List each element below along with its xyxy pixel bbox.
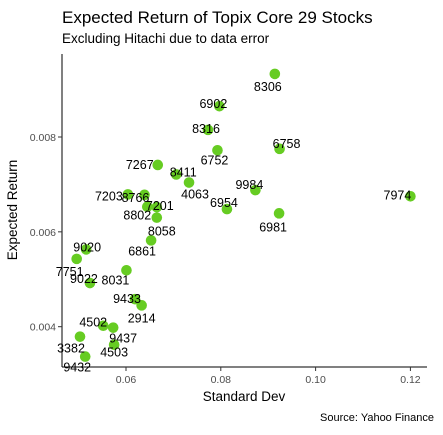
x-axis-ticks: 0.06 0.08 0.10 0.12 [116, 367, 421, 386]
point-label-8802: 8802 [123, 209, 151, 223]
point-7201 [151, 201, 163, 213]
point-7267 [152, 159, 164, 171]
point-6981 [273, 208, 285, 219]
point-8031 [121, 264, 132, 276]
point-9022 [84, 277, 96, 289]
point-label-4503: 4503 [100, 346, 128, 360]
point-6758 [274, 143, 285, 155]
point-label-8058: 8058 [148, 225, 176, 239]
point-label-8411: 8411 [170, 165, 197, 179]
point-label-7751: 7751 [56, 265, 84, 279]
point-3382 [74, 331, 86, 342]
point-label-9437: 9437 [109, 332, 137, 346]
point-label-6758: 6758 [273, 137, 301, 151]
point-8058 [151, 212, 163, 223]
point-label-8766: 8766 [122, 191, 150, 205]
point-7751 [71, 253, 82, 265]
x-tick-label: 0.06 [116, 374, 137, 386]
point-8802 [142, 201, 153, 213]
x-tick-label: 0.12 [400, 374, 421, 386]
point-label-9020: 9020 [73, 240, 101, 254]
chart-title: Expected Return of Topix Core 29 Stocks [62, 8, 373, 27]
point-label-8306: 8306 [254, 80, 282, 94]
point-6902 [214, 100, 225, 112]
point-9437 [107, 322, 119, 333]
point-label-6954: 6954 [210, 196, 238, 210]
point-label-9432: 9432 [63, 361, 91, 375]
point-label-9433: 9433 [113, 292, 141, 306]
point-7203 [122, 189, 134, 200]
point-label-3382: 3382 [57, 342, 85, 356]
chart-caption: Source: Yahoo Finance [320, 412, 434, 424]
point-9432 [79, 351, 91, 362]
point-label-8031: 8031 [102, 273, 130, 287]
y-tick-label: 0.006 [30, 227, 56, 239]
point-9984 [250, 184, 261, 196]
y-axis-ticks: 0.004 0.006 0.008 [30, 132, 62, 334]
point-7974 [405, 190, 416, 202]
point-label-7267: 7267 [126, 158, 154, 172]
point-label-4502: 4502 [79, 316, 107, 330]
point-4502 [97, 320, 109, 332]
point-label-2914: 2914 [128, 311, 156, 325]
point-label-7974: 7974 [384, 188, 412, 202]
point-label-6902: 6902 [199, 97, 227, 111]
y-tick-label: 0.004 [30, 322, 56, 334]
point-4503 [108, 339, 120, 351]
point-label-7203: 7203 [95, 189, 123, 203]
y-axis-label: Expected Return [5, 160, 20, 261]
x-axis-label: Standard Dev [203, 389, 286, 404]
point-label-4063: 4063 [181, 188, 209, 202]
point-labels-layer: 8306 6902 8316 6758 6752 7267 8411 9984 7974 4063… [56, 80, 412, 375]
point-8411 [170, 169, 182, 180]
point-label-9984: 9984 [235, 178, 263, 192]
point-4063 [183, 177, 195, 188]
point-label-6861: 6861 [128, 244, 156, 258]
point-2914 [136, 300, 147, 311]
y-tick-label: 0.008 [30, 132, 56, 144]
point-8766 [139, 189, 150, 201]
point-label-6752: 6752 [201, 153, 229, 167]
x-tick-label: 0.10 [305, 374, 326, 386]
point-label-8316: 8316 [192, 122, 220, 136]
point-8306 [269, 68, 281, 80]
x-tick-label: 0.08 [211, 374, 232, 386]
point-6752 [212, 144, 223, 156]
chart-subtitle: Excluding Hitachi due to data error [62, 31, 270, 46]
point-label-9022: 9022 [70, 272, 98, 286]
point-8316 [202, 124, 214, 136]
point-6861 [145, 235, 157, 246]
point-9020 [80, 244, 92, 255]
point-9433 [129, 293, 141, 305]
point-label-6981: 6981 [259, 220, 287, 234]
point-label-7201: 7201 [146, 199, 174, 213]
points-layer [71, 68, 416, 362]
point-6954 [221, 203, 233, 215]
